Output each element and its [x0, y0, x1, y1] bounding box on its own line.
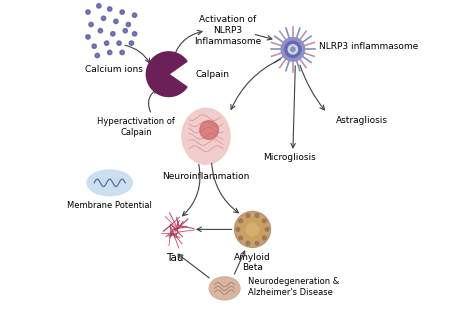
Circle shape	[239, 219, 243, 223]
Circle shape	[239, 236, 243, 240]
Circle shape	[97, 4, 101, 8]
Text: NLRP3 inflammasome: NLRP3 inflammasome	[319, 42, 419, 51]
Circle shape	[255, 241, 259, 245]
Circle shape	[288, 45, 298, 54]
Circle shape	[246, 241, 250, 245]
Circle shape	[126, 22, 130, 27]
Circle shape	[263, 236, 266, 240]
Circle shape	[86, 35, 90, 39]
Circle shape	[246, 223, 259, 236]
Circle shape	[108, 7, 112, 11]
Circle shape	[265, 228, 269, 231]
Circle shape	[291, 47, 295, 52]
Circle shape	[120, 50, 124, 55]
Circle shape	[108, 50, 112, 55]
Circle shape	[110, 32, 115, 36]
Text: Calcium ions: Calcium ions	[85, 65, 143, 74]
Circle shape	[92, 44, 96, 48]
Circle shape	[246, 214, 250, 217]
Ellipse shape	[209, 277, 240, 300]
Circle shape	[129, 41, 134, 45]
Circle shape	[114, 19, 118, 24]
Circle shape	[281, 38, 305, 61]
Circle shape	[86, 10, 90, 14]
Circle shape	[255, 214, 259, 217]
Text: Tau: Tau	[166, 253, 183, 263]
Text: Activation of
NLRP3
Inflammasome: Activation of NLRP3 Inflammasome	[194, 15, 261, 46]
Circle shape	[101, 16, 106, 21]
Text: Membrane Potential: Membrane Potential	[67, 201, 152, 210]
Circle shape	[117, 41, 121, 45]
Text: Hyperactivation of
Calpain: Hyperactivation of Calpain	[97, 117, 175, 137]
Circle shape	[98, 28, 102, 33]
Circle shape	[241, 218, 264, 241]
Text: Amyloid
Beta: Amyloid Beta	[234, 253, 271, 272]
Circle shape	[104, 41, 109, 45]
Circle shape	[235, 211, 271, 247]
Text: Neuroinflammation: Neuroinflammation	[162, 172, 250, 181]
Circle shape	[285, 41, 301, 58]
Circle shape	[132, 13, 137, 17]
Circle shape	[200, 121, 219, 139]
Circle shape	[132, 32, 137, 36]
Text: Neurodegeneration &
Alzheimer's Disease: Neurodegeneration & Alzheimer's Disease	[248, 277, 339, 297]
Ellipse shape	[113, 178, 118, 183]
Text: Calpain: Calpain	[195, 70, 229, 79]
Ellipse shape	[182, 108, 230, 164]
Circle shape	[89, 22, 93, 27]
Ellipse shape	[87, 170, 132, 196]
Circle shape	[95, 53, 100, 58]
Wedge shape	[146, 52, 187, 96]
Circle shape	[263, 219, 266, 223]
Ellipse shape	[101, 178, 106, 183]
Circle shape	[123, 28, 128, 33]
Circle shape	[120, 10, 124, 14]
Text: Microgliosis: Microgliosis	[264, 154, 316, 162]
Circle shape	[236, 228, 240, 231]
Text: Astragliosis: Astragliosis	[337, 116, 388, 125]
